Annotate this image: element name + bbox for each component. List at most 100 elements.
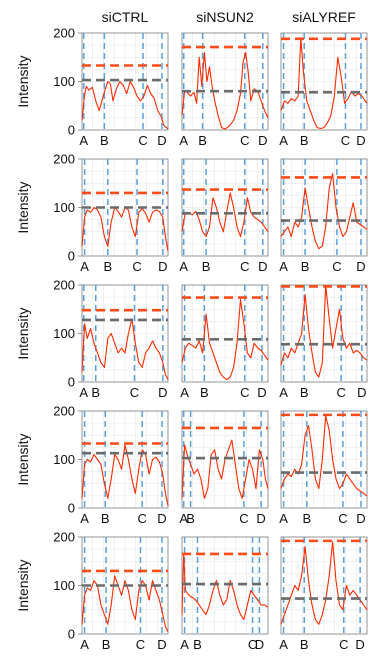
y-tick-label: 0 [68,123,75,138]
marker-label: A [279,637,288,652]
marker-label: B [186,511,195,526]
y-tick-label: 0 [68,375,75,390]
intensity-trace [81,575,169,632]
y-axis-label: Intensity [15,181,31,233]
marker-label: C [130,385,139,400]
marker-label: C [248,637,257,652]
intensity-trace [280,541,368,625]
marker-label: A [279,259,288,274]
marker-label: A [279,511,288,526]
intensity-trace [280,284,368,378]
marker-label: B [198,133,207,148]
y-tick-label: 0 [68,501,75,516]
marker-label: A [79,385,88,400]
marker-label: B [100,133,109,148]
intensity-trace [81,318,169,380]
marker-label: A [179,511,188,526]
marker-label: D [157,133,166,148]
marker-label: B [102,637,111,652]
marker-label: D [255,637,264,652]
column-title: siNSUN2 [196,9,254,25]
y-tick-label: 100 [53,74,75,89]
marker-label: A [279,385,288,400]
marker-label: B [300,637,309,652]
marker-label: D [157,511,166,526]
marker-label: B [103,259,112,274]
marker-label: A [179,259,188,274]
marker-label: C [132,259,141,274]
y-axis-label: Intensity [15,433,31,485]
intensity-trace [280,173,368,250]
y-tick-label: 100 [53,452,75,467]
y-tick-label: 100 [53,200,75,215]
marker-label: D [158,259,167,274]
y-tick-label: 0 [68,627,75,642]
marker-label: D [258,259,267,274]
plot-frame [181,536,269,635]
marker-label: D [157,637,166,652]
marker-label: D [257,385,266,400]
marker-label: C [332,259,341,274]
marker-label: C [339,637,348,652]
intensity-trace [181,299,269,381]
marker-label: A [180,637,189,652]
marker-label: B [91,385,100,400]
intensity-trace [181,553,269,621]
marker-label: B [200,385,209,400]
y-tick-label: 200 [53,278,75,293]
y-tick-label: 200 [53,530,75,545]
intensity-trace [81,444,169,506]
marker-label: D [357,385,366,400]
intensity-trace [181,439,269,499]
marker-label: C [136,637,145,652]
marker-label: C [138,133,147,148]
plot-frame [280,284,368,383]
plot-frame [280,410,368,509]
marker-label: D [356,133,365,148]
marker-label: B [202,259,211,274]
plot-frame [280,32,368,131]
marker-label: C [240,259,249,274]
plot-frame [280,536,368,635]
intensity-trace [280,37,368,130]
y-axis-label: Intensity [15,307,31,359]
marker-label: B [193,637,202,652]
marker-label: A [80,637,89,652]
y-tick-label: 100 [53,326,75,341]
y-tick-label: 100 [53,578,75,593]
plot-frame [280,158,368,257]
marker-label: B [301,259,310,274]
marker-label: D [258,133,267,148]
marker-label: A [179,133,188,148]
marker-label: C [138,511,147,526]
plot-panel: A B C D 0 100 200 Intensity [15,278,169,400]
marker-label: A [80,259,89,274]
marker-label: D [158,385,167,400]
plot-frame [181,284,269,383]
marker-label: A [79,133,88,148]
intensity-trace [81,80,169,130]
y-tick-label: 200 [53,26,75,41]
marker-label: D [356,511,365,526]
y-axis-label: Intensity [15,55,31,107]
marker-label: D [356,259,365,274]
marker-label: D [256,511,265,526]
marker-label: B [300,133,309,148]
marker-label: A [180,385,189,400]
marker-label: C [240,385,249,400]
marker-label: B [302,511,311,526]
plot-panel: A B C D 0 100 200 Intensity [15,26,169,148]
column-title: siCTRL [102,9,149,25]
